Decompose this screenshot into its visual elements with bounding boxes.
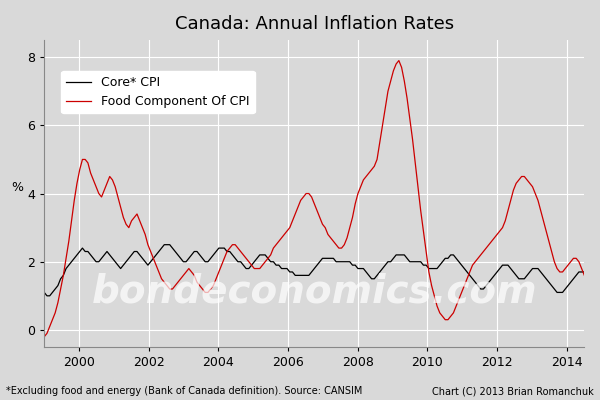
Core* CPI: [562, 287, 569, 292]
Text: bondeconomics.com: bondeconomics.com: [91, 273, 537, 311]
Legend: Core* CPI, Food Component Of CPI: Core* CPI, Food Component Of CPI: [61, 71, 255, 113]
Food Component Of CPI: [62, 256, 70, 261]
Core* CPI: [583, 273, 590, 278]
Core* CPI: [542, 276, 550, 281]
Core* CPI: [145, 263, 152, 268]
Food Component Of CPI: [540, 218, 547, 223]
Food Component Of CPI: [583, 280, 590, 284]
Line: Core* CPI: Core* CPI: [44, 245, 587, 296]
Text: *Excluding food and energy (Bank of Canada definition). Source: CANSIM: *Excluding food and energy (Bank of Cana…: [6, 386, 362, 396]
Food Component Of CPI: [395, 58, 403, 63]
Text: Chart (C) 2013 Brian Romanchuk: Chart (C) 2013 Brian Romanchuk: [432, 386, 594, 396]
Core* CPI: [65, 263, 73, 268]
Core* CPI: [191, 249, 198, 254]
Y-axis label: %: %: [11, 180, 23, 194]
Core* CPI: [43, 294, 50, 298]
Food Component Of CPI: [142, 232, 149, 237]
Food Component Of CPI: [559, 270, 566, 274]
Core* CPI: [76, 249, 83, 254]
Core* CPI: [161, 242, 168, 247]
Title: Canada: Annual Inflation Rates: Canada: Annual Inflation Rates: [175, 15, 454, 33]
Line: Food Component Of CPI: Food Component Of CPI: [44, 60, 587, 337]
Food Component Of CPI: [73, 181, 80, 186]
Core* CPI: [41, 290, 48, 295]
Food Component Of CPI: [185, 266, 193, 271]
Food Component Of CPI: [41, 334, 48, 339]
